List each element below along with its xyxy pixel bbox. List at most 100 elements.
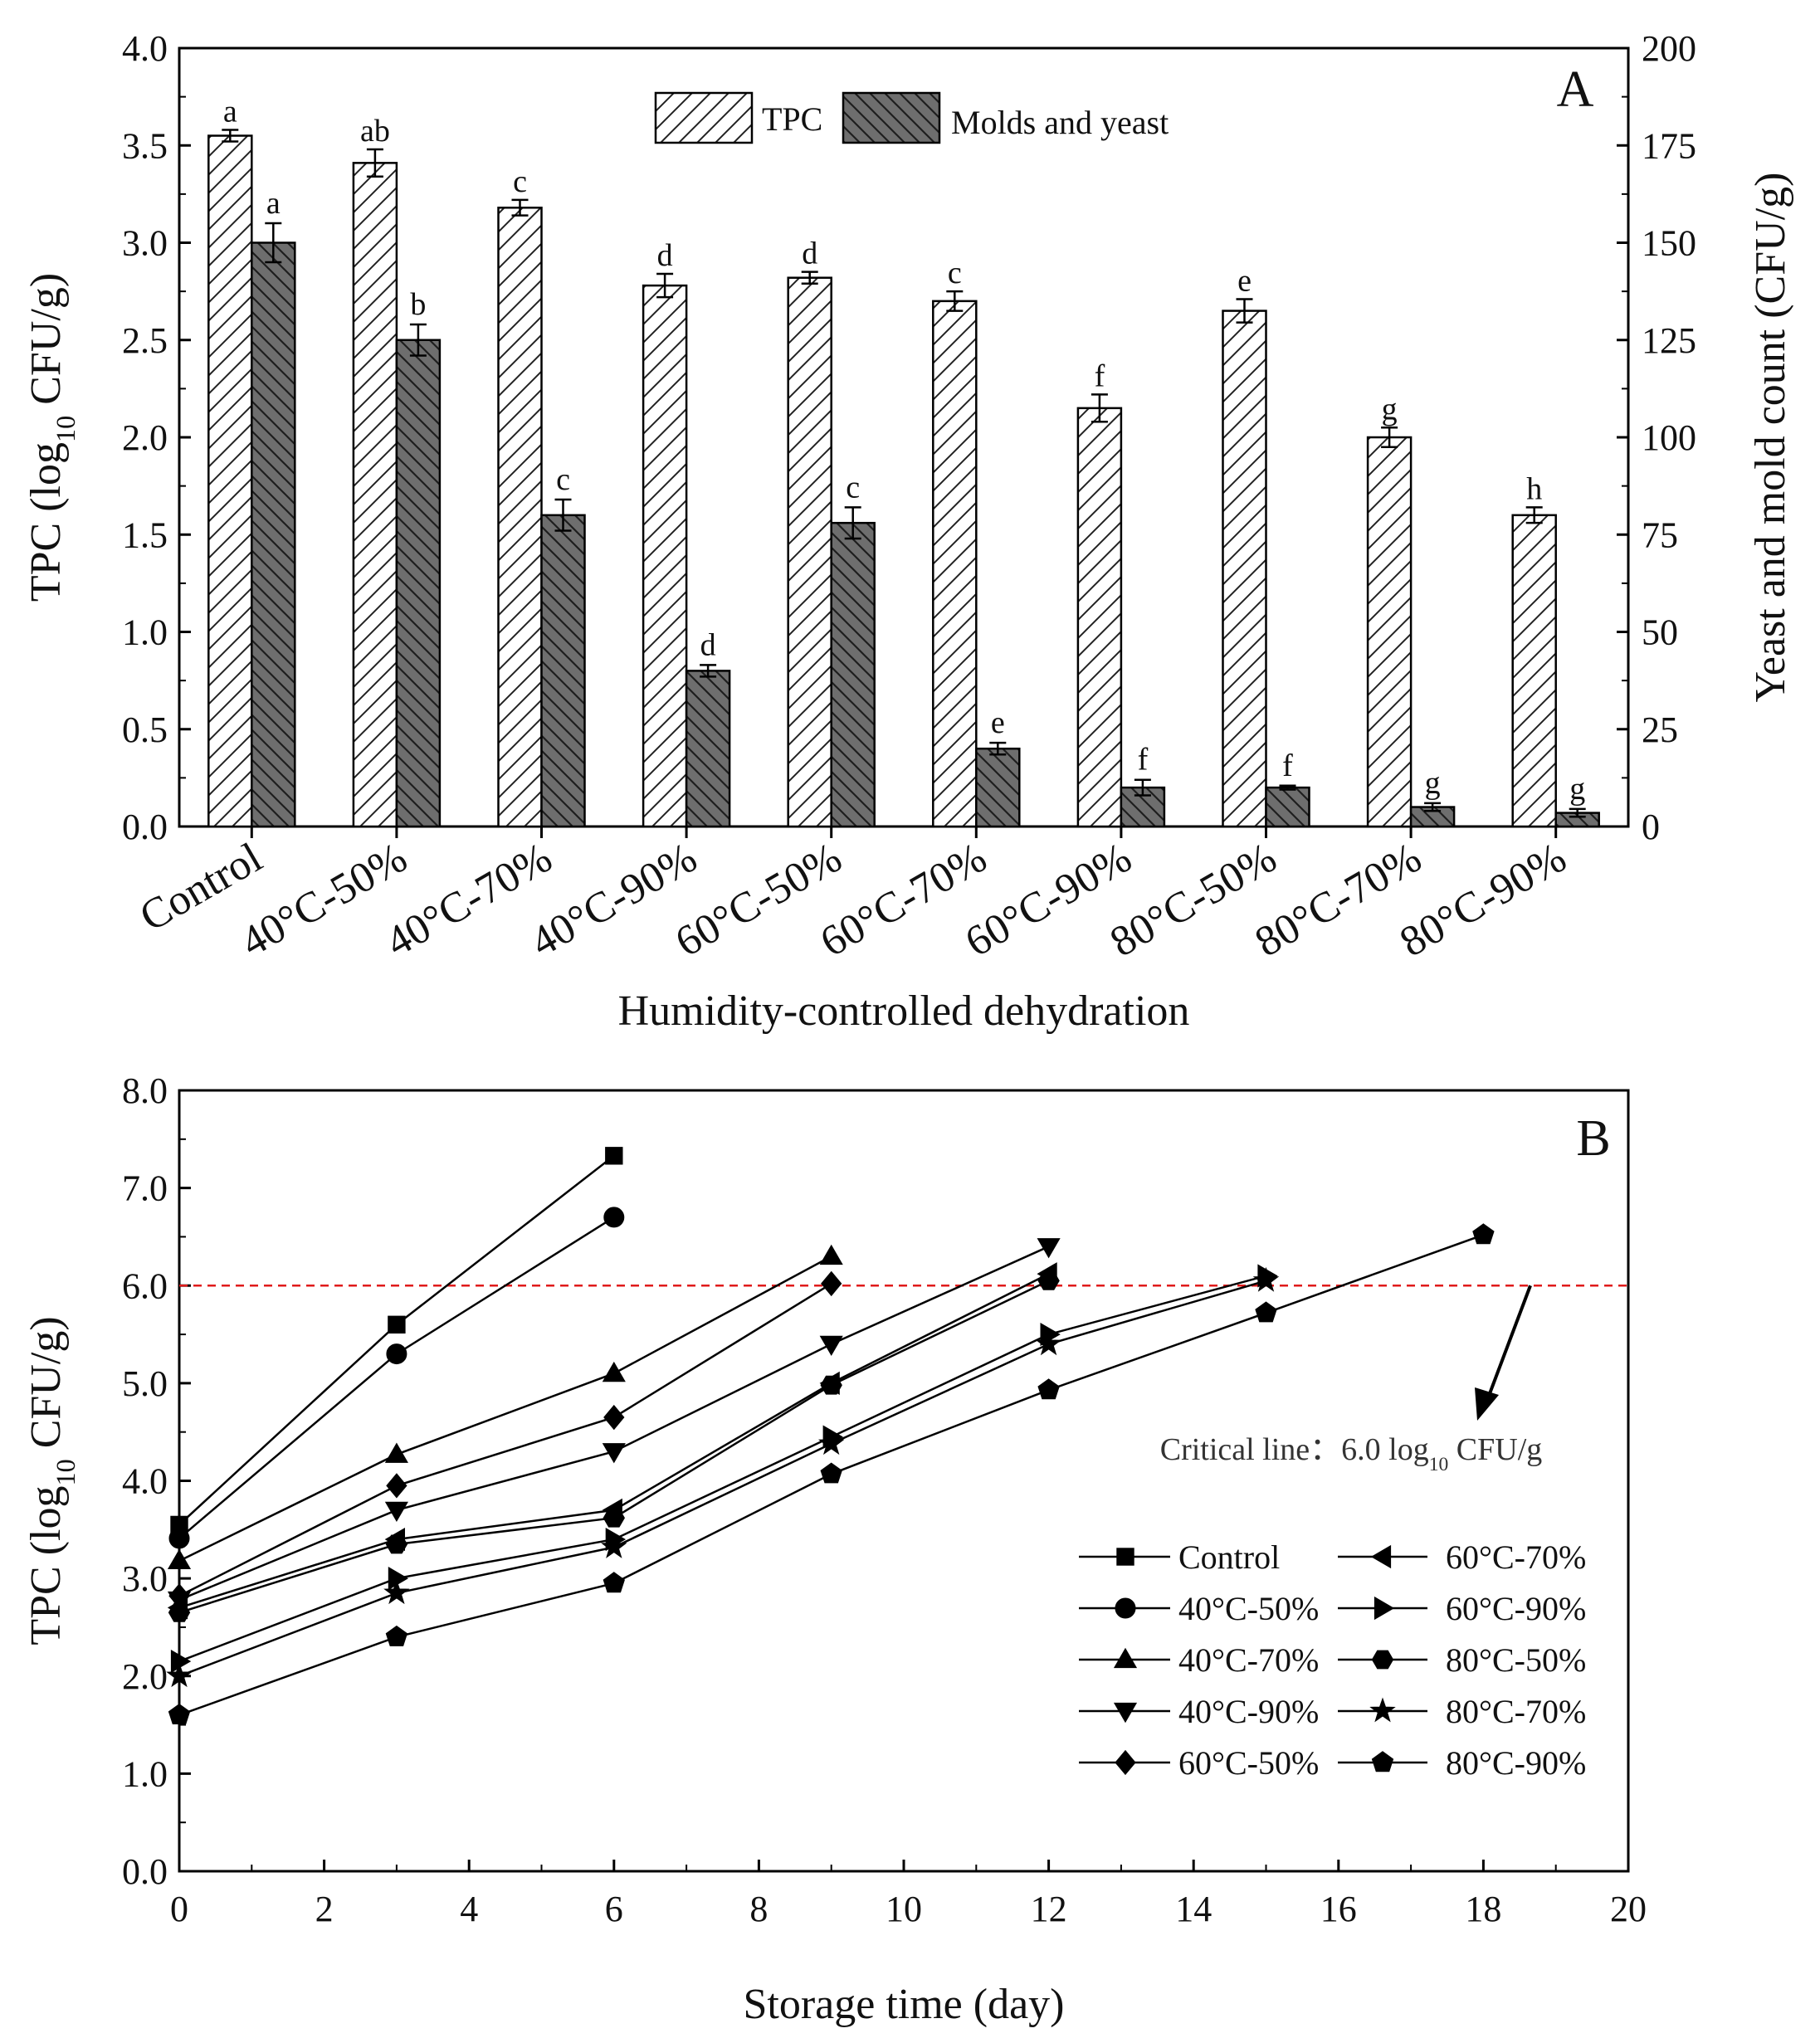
legend-label: Control [1178, 1538, 1280, 1576]
data-point-marker [605, 1147, 623, 1165]
y-tick-label-left: 0.5 [122, 709, 168, 750]
legend-marker [1374, 1596, 1395, 1621]
y-tick-label-left: 3.5 [122, 125, 168, 166]
x-category-label: 60°C-90% [958, 834, 1139, 966]
x-category-label: 40°C-50% [233, 834, 415, 966]
y-tick-label-left: 1.5 [122, 514, 168, 555]
y-tick-label-b: 3.0 [122, 1558, 168, 1599]
data-point-marker [166, 1662, 193, 1688]
x-category-label: 80°C-90% [1393, 834, 1574, 966]
data-point-marker [1035, 1330, 1062, 1356]
legend-label: 40°C-70% [1178, 1641, 1319, 1679]
x-tick-label-b: 12 [1031, 1889, 1067, 1929]
tpc-significance-letter: f [1095, 358, 1105, 393]
mold-significance-letter: f [1138, 743, 1149, 778]
data-point-marker [167, 1548, 192, 1570]
data-point-marker [601, 1533, 627, 1558]
series-line [178, 1280, 1266, 1677]
mold-yeast-bar [1265, 786, 1310, 828]
panel-b: 0.0 1.0 2.0 3.0 4.0 5.0 6.0 7.0 8.0 0 2 4 6 8 10 12 14 16… [22, 1070, 1647, 2028]
legend-label: 80°C-70% [1446, 1693, 1586, 1730]
legend-marker [1115, 1597, 1136, 1619]
series-line [178, 1275, 1266, 1663]
x-category-label: 40°C-70% [378, 834, 559, 966]
tpc-bar [1511, 514, 1557, 828]
data-point-marker [168, 1602, 191, 1622]
tpc-bar [1222, 310, 1267, 828]
legend-marker [1113, 1647, 1138, 1669]
mold-yeast-bar [830, 521, 876, 828]
y-tick-label-left: 1.0 [122, 612, 168, 653]
y-tick-label-b: 2.0 [122, 1656, 168, 1697]
y-tick-label-b: 1.0 [122, 1753, 168, 1794]
y-tick-label-b: 4.0 [122, 1461, 168, 1502]
data-point-marker [603, 1404, 625, 1431]
legend-marker [1115, 1749, 1136, 1776]
tpc-significance-letter: g [1382, 392, 1398, 427]
x-axis-title-b: Storage time (day) [744, 1981, 1065, 2028]
mold-yeast-bar [251, 241, 296, 828]
data-point-marker [602, 1361, 626, 1382]
x-tick-label-b: 20 [1610, 1889, 1647, 1929]
mold-yeast-bar [540, 514, 586, 828]
x-tick-label-b: 14 [1175, 1889, 1212, 1929]
y-tick-label-left: 2.0 [122, 417, 168, 458]
y-tick-label-right: 125 [1642, 320, 1696, 361]
data-point-marker [388, 1315, 406, 1334]
mold-significance-letter: g [1425, 766, 1441, 801]
x-tick-label-b: 0 [170, 1889, 188, 1929]
data-point-marker [820, 1462, 842, 1484]
y-tick-label-b: 6.0 [122, 1265, 168, 1306]
tpc-bar [352, 162, 398, 828]
mold-significance-letter: c [556, 462, 570, 497]
data-point-marker [1037, 1378, 1060, 1400]
mold-significance-letter: g [1569, 772, 1585, 807]
y-tick-label-left: 3.0 [122, 223, 168, 264]
tpc-bar [642, 284, 688, 828]
y-tick-label-right: 50 [1642, 612, 1678, 653]
data-point-marker [385, 1625, 408, 1646]
data-point-marker [817, 1430, 845, 1455]
x-tick-label-b: 18 [1465, 1889, 1501, 1929]
y-tick-label-right: 25 [1642, 709, 1678, 750]
y-tick-label-left: 2.5 [122, 320, 168, 361]
data-point-marker [820, 1375, 842, 1395]
mold-significance-letter: e [991, 705, 1005, 740]
legend-label-molds: Molds and yeast [951, 104, 1169, 141]
y-tick-label-b: 7.0 [122, 1168, 168, 1209]
data-point-marker [603, 1508, 625, 1528]
data-point-marker [384, 1442, 408, 1463]
data-point-marker [603, 1572, 625, 1593]
x-tick-label-b: 8 [749, 1889, 768, 1929]
data-point-marker [1472, 1223, 1495, 1245]
legend-label: 80°C-50% [1446, 1641, 1586, 1679]
panel-label-b: B [1576, 1110, 1610, 1167]
legend-marker [1369, 1697, 1396, 1723]
mold-significance-letter: d [700, 627, 716, 662]
legend-marker [1371, 1751, 1394, 1772]
critical-arrow-head [1475, 1387, 1499, 1421]
mold-significance-letter: a [266, 186, 281, 221]
mold-yeast-bar [975, 747, 1021, 828]
data-point-marker [1255, 1301, 1277, 1323]
series-line [178, 1255, 832, 1563]
tpc-bar [787, 276, 832, 828]
x-category-label: 60°C-70% [812, 834, 994, 966]
y-tick-label-b: 5.0 [122, 1363, 168, 1404]
mold-significance-letter: b [410, 287, 426, 322]
panel-a: 0.0 0.5 1.0 1.5 2.0 2.5 3.0 3.5 4.0 0 25 50 75 100 125… [22, 28, 1794, 1035]
tpc-significance-letter: c [948, 256, 962, 290]
tpc-significance-letter: h [1526, 471, 1542, 506]
legend-label: 60°C-50% [1178, 1744, 1319, 1782]
mold-significance-letter: f [1282, 748, 1293, 783]
y-tick-label-right: 175 [1642, 125, 1696, 166]
data-point-marker [386, 1343, 407, 1365]
y-tick-label-left: 0.0 [122, 807, 168, 847]
tpc-significance-letter: ab [360, 114, 390, 149]
legend-marker [1371, 1650, 1394, 1670]
legend-swatch-tpc [654, 91, 754, 144]
critical-arrow-shaft [1485, 1285, 1532, 1403]
legend-label: 60°C-90% [1446, 1590, 1586, 1627]
data-point-marker [603, 1207, 625, 1228]
